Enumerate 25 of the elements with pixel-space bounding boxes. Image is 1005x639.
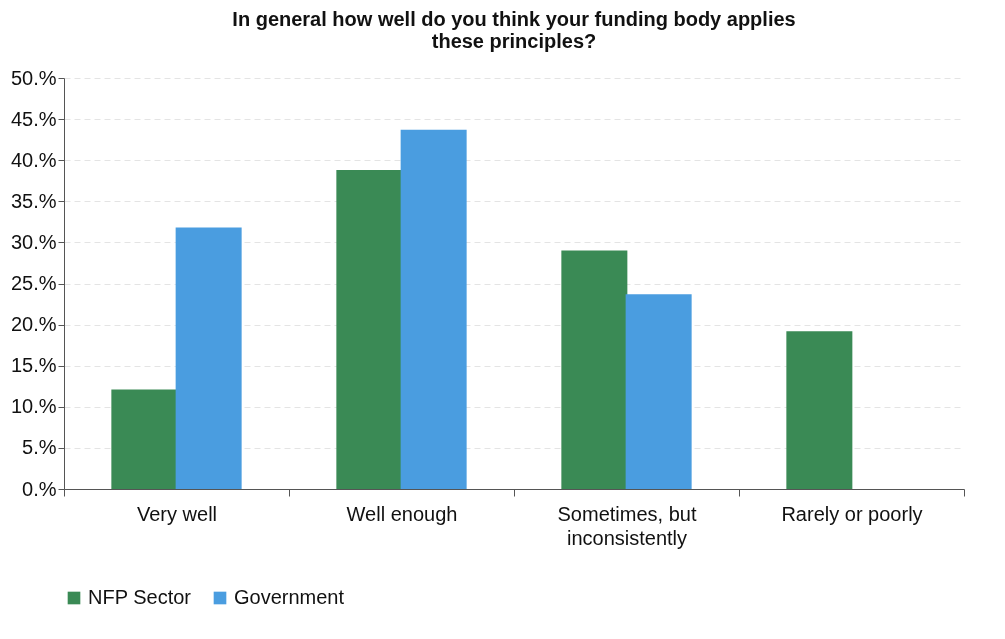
- bar: [786, 331, 853, 489]
- bar: [625, 294, 692, 489]
- bar: [111, 389, 178, 489]
- x-tick-label: Very well: [136, 502, 218, 525]
- y-tick-label: 5.%: [22, 436, 57, 459]
- y-tick-label: 10.%: [10, 395, 57, 418]
- y-tick-label: 0.%: [22, 477, 57, 500]
- x-tick-label: Well enough: [346, 502, 458, 525]
- bar: [400, 129, 467, 489]
- x-tick-label: Rarely or poorly: [781, 502, 923, 525]
- chart-title: In general how well do you think your funding body applies these principles?: [232, 8, 796, 52]
- y-tick-label: 35.%: [10, 189, 57, 212]
- y-tick-label: 45.%: [10, 107, 57, 130]
- legend-label: NFP Sector: [88, 586, 192, 608]
- bar: [561, 250, 628, 489]
- legend-label: Government: [234, 586, 345, 608]
- y-tick-label: 40.%: [10, 148, 57, 171]
- y-tick-label: 25.%: [10, 272, 57, 294]
- bar: [175, 227, 242, 489]
- y-tick-label: 20.%: [10, 313, 57, 336]
- y-tick-label: 30.%: [10, 230, 57, 253]
- y-tick-label: 15.%: [10, 354, 57, 377]
- x-tick-label: Sometimes, but inconsistently: [557, 502, 697, 549]
- y-tick-label: 50.%: [10, 66, 57, 89]
- bar: [336, 170, 403, 489]
